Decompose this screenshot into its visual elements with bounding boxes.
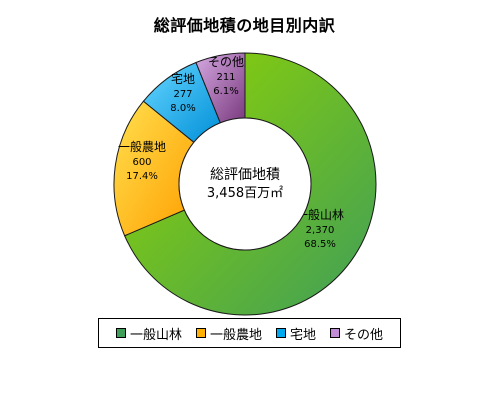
slice-percent-label: 8.0% bbox=[170, 103, 195, 114]
slice-category-label: 宅地 bbox=[171, 71, 195, 86]
slice-category-label: その他 bbox=[208, 55, 244, 69]
legend-item: 一般農地 bbox=[195, 324, 262, 343]
donut-hole bbox=[178, 117, 312, 251]
legend-swatch bbox=[276, 328, 286, 338]
legend-item: その他 bbox=[330, 324, 383, 343]
slice-value-label: 211 bbox=[216, 72, 235, 83]
slice-percent-label: 17.4% bbox=[126, 171, 158, 182]
slice-value-label: 2,370 bbox=[306, 225, 335, 236]
legend-label: 宅地 bbox=[290, 327, 317, 343]
center-label-line1: 総評価地積 bbox=[210, 167, 280, 183]
legend-swatch bbox=[330, 328, 341, 338]
chart-title: 総評価地積の地目別内訳 bbox=[153, 16, 336, 35]
slice-category-label: 一般農地 bbox=[118, 139, 166, 154]
slice-category-label: 一般山林 bbox=[296, 207, 344, 222]
legend-label: 一般農地 bbox=[209, 327, 262, 343]
slice-percent-label: 68.5% bbox=[304, 239, 336, 250]
slice-value-label: 600 bbox=[132, 157, 151, 168]
center-label-line2: 3,458百万㎡ bbox=[207, 186, 283, 201]
legend-item: 宅地 bbox=[276, 324, 316, 343]
chart-legend: 一般山林 一般農地 宅地 その他 bbox=[98, 318, 401, 348]
legend-label: 一般山林 bbox=[129, 327, 182, 343]
slice-percent-label: 6.1% bbox=[213, 86, 238, 97]
slice-value-label: 277 bbox=[173, 89, 192, 100]
legend-item: 一般山林 bbox=[115, 324, 182, 343]
legend-label: その他 bbox=[344, 327, 384, 343]
legend-swatch bbox=[195, 328, 206, 338]
legend-swatch bbox=[115, 328, 126, 338]
